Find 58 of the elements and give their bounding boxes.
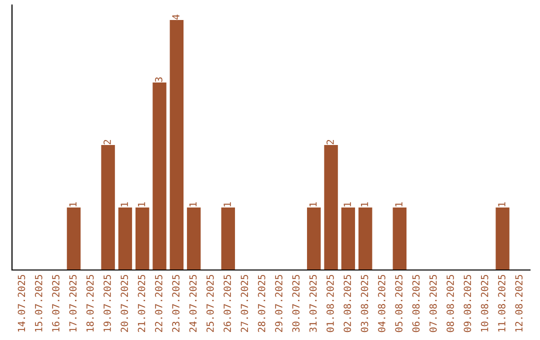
data-label: 1 (395, 202, 402, 206)
data-label: 2 (104, 140, 111, 144)
bar (135, 208, 150, 270)
x-tick-label: 26.07.2025 (224, 274, 231, 332)
x-tick-label: 25.07.2025 (206, 274, 214, 332)
bar (186, 208, 201, 270)
data-label: 1 (120, 202, 128, 206)
x-tick-label: 14.07.2025 (18, 274, 26, 332)
x-tick-label: 06.08.2025 (412, 274, 420, 332)
x-tick-label: 15.07.2025 (34, 274, 42, 332)
data-label: 1 (360, 202, 368, 206)
bar (307, 208, 321, 270)
x-tick-label: 22.07.2025 (155, 274, 162, 332)
data-label: 1 (189, 202, 197, 206)
data-label: 4 (172, 14, 180, 20)
bar (341, 208, 356, 270)
x-tick-label: 04.08.2025 (378, 274, 386, 332)
x-tick-label: 20.07.2025 (120, 274, 128, 332)
x-tick-label: 07.08.2025 (429, 274, 437, 332)
x-tick-label: 12.08.2025 (515, 274, 523, 332)
x-tick-label: 27.07.2025 (240, 274, 248, 332)
bar (170, 20, 184, 270)
bar (118, 208, 132, 270)
x-tick-label: 03.08.2025 (360, 274, 368, 332)
data-label: 1 (498, 202, 506, 206)
x-tick-label: 21.07.2025 (138, 274, 146, 332)
x-tick-label: 16.07.2025 (52, 274, 60, 332)
x-tick-label: 24.07.2025 (189, 274, 197, 332)
data-label: 1 (224, 202, 231, 206)
bar (358, 208, 372, 270)
x-tick-label: 29.07.2025 (275, 274, 282, 332)
x-tick-label: 08.08.2025 (446, 274, 454, 332)
data-label: 1 (69, 202, 76, 206)
bar (324, 145, 338, 270)
x-tick-label: 17.07.2025 (69, 274, 77, 332)
bar (392, 208, 407, 270)
data-label: 3 (155, 77, 162, 82)
bar (66, 208, 81, 270)
bar (101, 145, 115, 270)
bar (496, 208, 510, 270)
x-tick-label: 19.07.2025 (104, 274, 111, 332)
data-label: 2 (326, 140, 334, 144)
data-label: 1 (310, 202, 317, 206)
x-tick-label: 18.07.2025 (86, 274, 94, 332)
x-tick-label: 23.07.2025 (172, 274, 180, 332)
bar (152, 82, 166, 270)
x-tick-label: 10.08.2025 (480, 274, 488, 332)
data-label: 1 (138, 202, 146, 206)
x-tick-label: 09.08.2025 (464, 274, 472, 332)
x-tick-label: 11.08.2025 (498, 274, 506, 332)
x-tick-label: 31.07.2025 (309, 274, 317, 332)
x-tick-label: 30.07.2025 (292, 274, 300, 332)
x-tick-label: 01.08.2025 (326, 274, 334, 332)
bar (221, 208, 235, 270)
x-tick-label: 05.08.2025 (395, 274, 402, 332)
data-label: 1 (344, 202, 351, 206)
x-tick-label: 02.08.2025 (344, 274, 352, 332)
x-tick-label: 28.07.2025 (258, 274, 266, 332)
